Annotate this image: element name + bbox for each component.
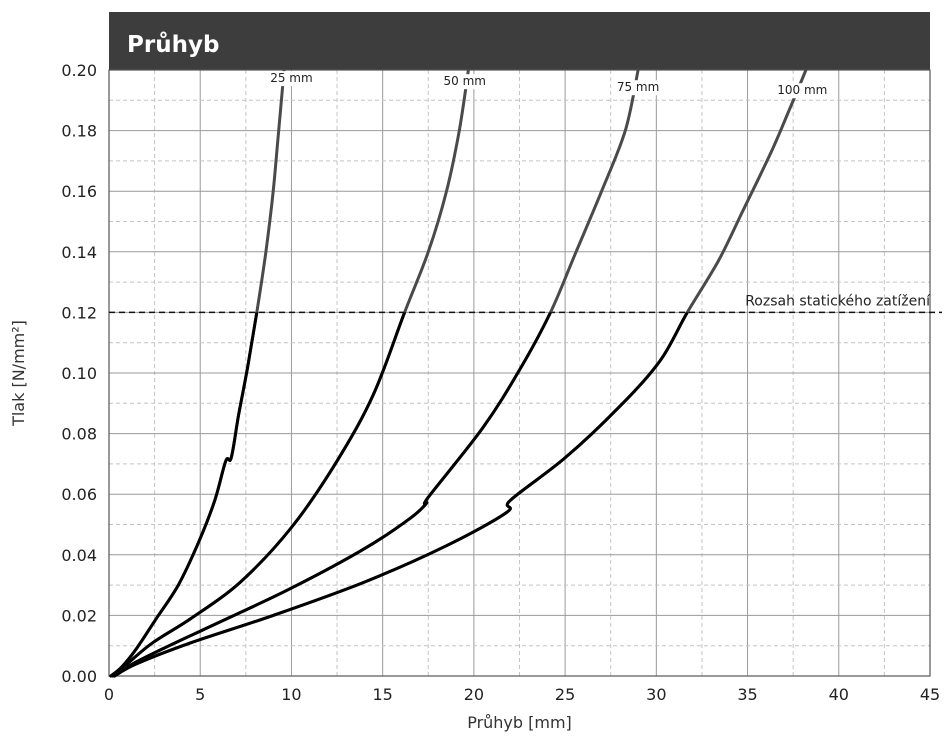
series-layer: 25 mm 50 mm 75 mm 100 mm (109, 68, 829, 678)
x-tick-label: 15 (372, 685, 392, 704)
series-label: 50 mm (444, 74, 486, 88)
y-tick-label: 0.20 (61, 61, 97, 80)
series-label-bg (776, 83, 829, 99)
chart-title: Průhyb (127, 31, 219, 58)
series-label: 75 mm (617, 80, 659, 94)
x-tick-label: 40 (829, 685, 849, 704)
x-tick-label: 5 (195, 685, 205, 704)
y-tick-label: 0.14 (61, 243, 97, 262)
static-load-reference-label: Rozsah statického zatížení (745, 293, 931, 309)
y-tick-label: 0.16 (61, 182, 97, 201)
y-tick-label: 0.02 (61, 606, 97, 625)
y-tick-label: 0.10 (61, 364, 97, 383)
plot-frame (108, 69, 931, 677)
series-0: 25 mm (109, 68, 318, 678)
x-tick-label: 30 (646, 685, 666, 704)
series-1: 50 mm (111, 68, 491, 678)
y-tick-label: 0.00 (61, 667, 97, 686)
x-tick-label: 0 (104, 685, 114, 704)
grid (108, 69, 931, 677)
y-tick-label: 0.04 (61, 546, 97, 565)
x-tick-label: 25 (555, 685, 575, 704)
series-label-bg (265, 71, 318, 87)
x-axis-title: Průhyb [mm] (467, 713, 572, 732)
x-tick-label: 20 (464, 685, 484, 704)
series-label: 100 mm (777, 83, 827, 97)
series-line-lower (113, 312, 553, 678)
series-3: 100 mm (113, 68, 829, 678)
series-line-lower (111, 312, 407, 678)
x-tick-label: 45 (920, 685, 940, 704)
y-axis-ticks: 0.00 0.02 0.04 0.06 0.08 0.10 0.12 0.14 0.16 0.18… (61, 61, 97, 686)
series-label-bg (612, 80, 665, 96)
series-line-lower (113, 312, 690, 678)
series-2: 75 mm (113, 68, 665, 678)
x-tick-label: 35 (737, 685, 757, 704)
x-axis-ticks: 0 5 10 15 20 25 30 35 40 45 (104, 685, 940, 704)
y-tick-label: 0.06 (61, 485, 97, 504)
series-label: 25 mm (270, 71, 312, 85)
series-label-bg (438, 74, 491, 90)
y-axis-title: Tlak [N/mm²] (9, 320, 28, 427)
x-tick-label: 10 (281, 685, 301, 704)
y-tick-label: 0.08 (61, 425, 97, 444)
title-bar (109, 12, 930, 70)
series-line-lower (109, 312, 259, 678)
y-tick-label: 0.12 (61, 303, 97, 322)
y-tick-label: 0.18 (61, 122, 97, 141)
